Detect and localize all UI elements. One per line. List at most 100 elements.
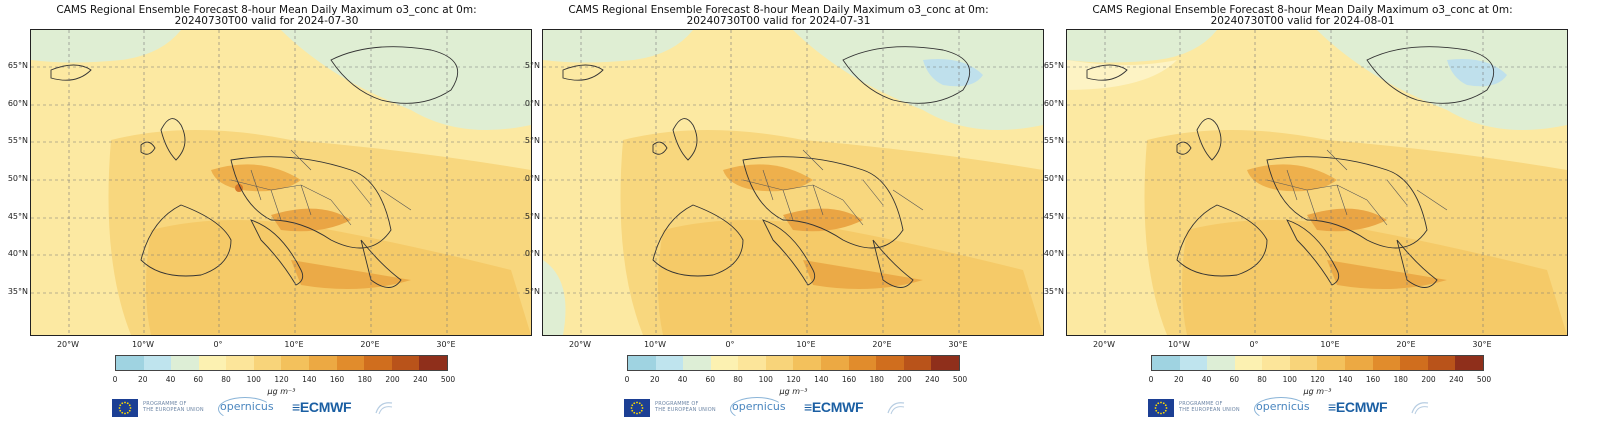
lat-label: 45°N (7, 212, 28, 221)
colorbar-tick: 240 (1449, 375, 1464, 384)
colorbar-swatch (198, 356, 227, 370)
lon-label: 0° (213, 340, 223, 349)
colorbar-tick: 20 (649, 375, 660, 384)
colorbar-swatch (309, 356, 337, 370)
lon-label: 10°E (284, 340, 304, 349)
forecast-map[interactable] (1066, 29, 1568, 336)
colorbar-swatch (821, 356, 849, 370)
lon-label: 30°E (1472, 340, 1492, 349)
panel-title: CAMS Regional Ensemble Forecast 8-hour M… (56, 4, 477, 16)
eu-line-2: THE EUROPEAN UNION (1179, 407, 1240, 413)
lat-label: 35°N (7, 287, 28, 296)
lat-label: 55°N (1043, 136, 1064, 145)
colorbar-swatch (710, 356, 739, 370)
colorbar-unit: μg m⁻³ (1303, 387, 1332, 396)
lon-label: 10°W (643, 340, 667, 349)
lat-label: 5°N (524, 287, 540, 296)
lon-label: 20°E (360, 340, 380, 349)
eu-line-1: PROGRAMME OF (655, 401, 699, 407)
colorbar-swatch (143, 356, 172, 370)
colorbar (115, 355, 448, 371)
colorbar-swatch (281, 356, 310, 370)
eu-line-2: THE EUROPEAN UNION (143, 407, 204, 413)
lat-label: 40°N (1043, 249, 1064, 258)
colorbar-swatch (765, 356, 794, 370)
eu-flag-icon (112, 399, 138, 417)
colorbar-tick: 120 (1310, 375, 1325, 384)
colorbar-swatch (738, 356, 766, 370)
colorbar-tick: 200 (1421, 375, 1436, 384)
eu-line-1: PROGRAMME OF (1179, 401, 1223, 407)
lon-label: 30°E (436, 340, 456, 349)
colorbar-unit: μg m⁻³ (779, 387, 808, 396)
colorbar-swatch (683, 356, 711, 370)
colorbar-tick: 140 (302, 375, 317, 384)
colorbar-swatch (226, 356, 254, 370)
colorbar-swatch (1152, 356, 1180, 370)
lat-label: 55°N (7, 136, 28, 145)
colorbar-tick: 0 (1148, 375, 1154, 384)
colorbar-swatch (1345, 356, 1373, 370)
colorbar-swatch (1427, 356, 1456, 370)
panel-subtitle: 20240730T00 valid for 2024-07-30 (174, 15, 359, 27)
colorbar-tick: 0 (112, 375, 118, 384)
lon-label: 10°W (1167, 340, 1191, 349)
atmosphere-service-icon (375, 402, 393, 415)
colorbar-swatch (116, 356, 144, 370)
lat-label: 40°N (7, 249, 28, 258)
eu-programme-text: PROGRAMME OF THE EUROPEAN UNION (1179, 401, 1240, 413)
logo-strip: PROGRAMME OF THE EUROPEAN UNION opernicus ≡… (1148, 397, 1468, 421)
forecast-map[interactable] (30, 29, 532, 336)
eu-flag-icon (624, 399, 650, 417)
colorbar-tick: 240 (413, 375, 428, 384)
ecmwf-logo: ≡ECMWF (292, 399, 352, 415)
colorbar-tick: 160 (841, 375, 857, 384)
colorbar-swatch (655, 356, 684, 370)
panel-subtitle: 20240730T00 valid for 2024-07-31 (686, 15, 871, 27)
panel-title: CAMS Regional Ensemble Forecast 8-hour M… (1092, 4, 1513, 16)
colorbar-tick: 60 (1229, 375, 1240, 384)
lat-label: 0°N (524, 249, 540, 258)
copernicus-logo: opernicus (1256, 400, 1310, 413)
colorbar-tick: 40 (677, 375, 688, 384)
colorbar-swatch (848, 356, 877, 370)
map-panel-2: CAMS Regional Ensemble Forecast 8-hour M… (512, 0, 1045, 432)
lat-label: 50°N (1043, 174, 1064, 183)
colorbar-swatch (391, 356, 420, 370)
lat-label: 65°N (1043, 61, 1064, 70)
copernicus-ring-icon (218, 397, 272, 421)
colorbar-tick: 140 (1338, 375, 1353, 384)
forecast-map[interactable] (542, 29, 1044, 336)
colorbar-tick: 100 (1282, 375, 1297, 384)
colorbar-tick: 240 (925, 375, 940, 384)
colorbar-tick: 60 (705, 375, 716, 384)
colorbar-swatch (876, 356, 904, 370)
atmosphere-service-icon (887, 402, 905, 415)
colorbar-swatch (931, 356, 959, 370)
lat-label: 45°N (1043, 212, 1064, 221)
colorbar-tick: 180 (357, 375, 372, 384)
lat-label: 35°N (1043, 287, 1064, 296)
colorbar (627, 355, 960, 371)
lat-label: 65°N (7, 61, 28, 70)
colorbar-tick: 20 (1173, 375, 1184, 384)
colorbar-tick: 0 (624, 375, 630, 384)
colorbar-tick: 100 (758, 375, 773, 384)
colorbar-swatch (171, 356, 199, 370)
colorbar-swatch (793, 356, 822, 370)
lon-label: 20°W (56, 340, 80, 349)
colorbar-tick: 140 (814, 375, 829, 384)
eu-programme-text: PROGRAMME OF THE EUROPEAN UNION (143, 401, 204, 413)
colorbar-tick: 500 (952, 375, 968, 384)
eu-flag-icon (1148, 399, 1174, 417)
colorbar-swatch (1207, 356, 1235, 370)
colorbar-tick: 80 (1257, 375, 1267, 384)
lat-label: 5°N (524, 61, 540, 70)
colorbar-swatch (336, 356, 365, 370)
ecmwf-logo: ≡ECMWF (1328, 399, 1388, 415)
colorbar-tick: 80 (221, 375, 231, 384)
colorbar-tick: 100 (246, 375, 261, 384)
colorbar-tick: 80 (733, 375, 743, 384)
colorbar-tick: 40 (1201, 375, 1212, 384)
colorbar-tick: 40 (165, 375, 176, 384)
